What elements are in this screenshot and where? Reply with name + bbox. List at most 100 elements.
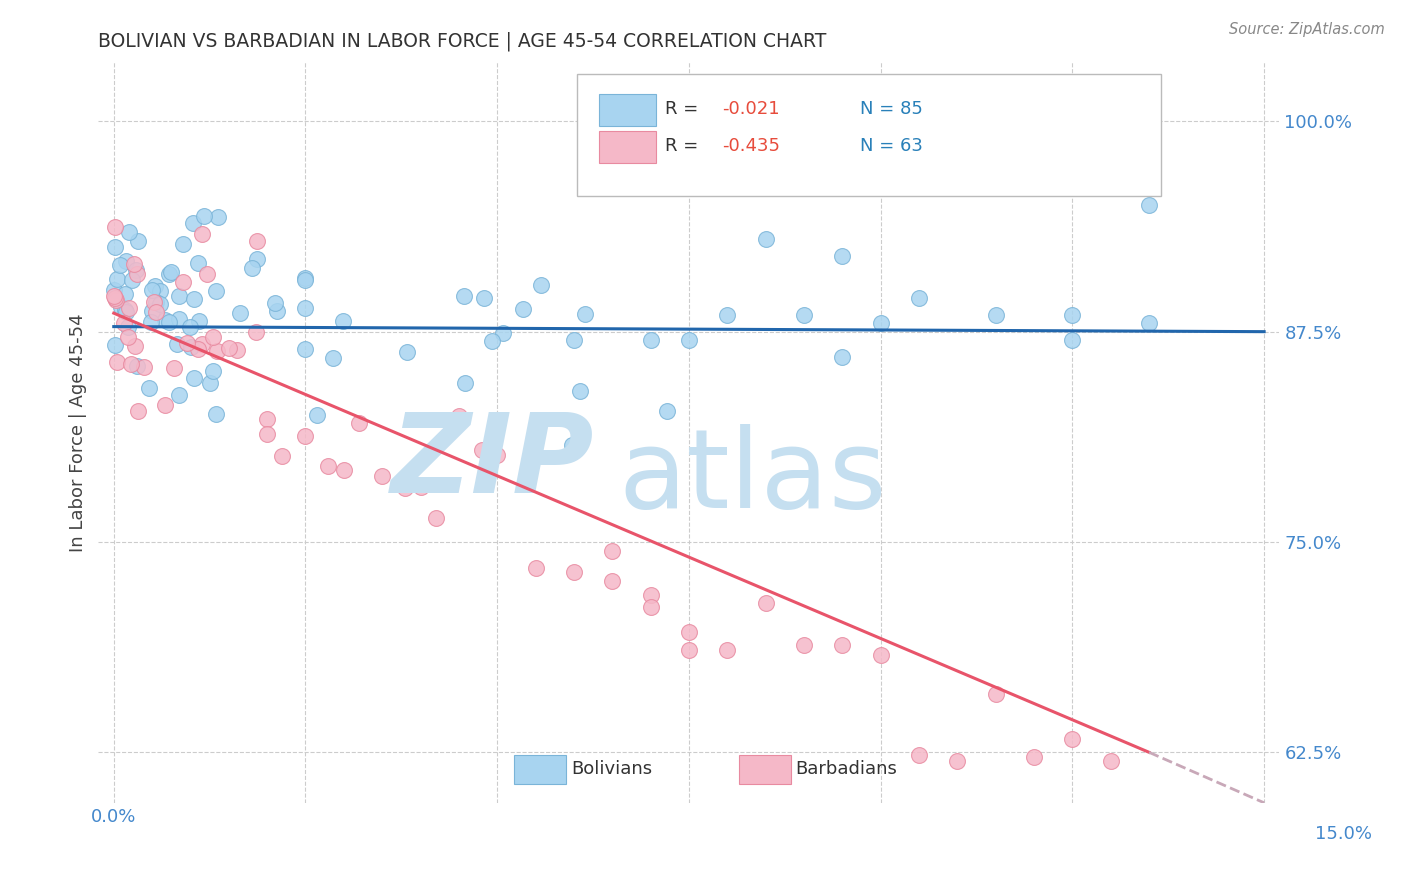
Point [472, 291, 495, 305]
Point [755, 596, 778, 610]
Point [271, 449, 294, 463]
Point [425, 510, 447, 524]
Point [138, 381, 160, 395]
Point [127, 359, 149, 373]
Point [118, 301, 141, 315]
Point [181, 216, 204, 230]
Point [141, 304, 163, 318]
Point [121, 272, 143, 286]
Point [640, 599, 662, 614]
Point [114, 303, 136, 318]
Point [640, 333, 662, 347]
Point [118, 225, 141, 239]
Point [187, 342, 209, 356]
Point [678, 333, 700, 347]
Point [127, 234, 149, 248]
Point [486, 448, 509, 462]
Point [869, 316, 891, 330]
Point [318, 458, 340, 473]
Point [946, 754, 969, 768]
Point [104, 338, 127, 352]
Point [394, 481, 416, 495]
Point [562, 333, 585, 347]
Point [127, 267, 149, 281]
Point [246, 234, 269, 248]
Point [183, 371, 205, 385]
Point [103, 219, 125, 234]
Point [149, 297, 172, 311]
Point [204, 407, 226, 421]
Point [908, 747, 931, 762]
Text: Bolivians: Bolivians [571, 761, 652, 779]
Text: 15.0%: 15.0% [1315, 825, 1372, 843]
Text: -0.435: -0.435 [723, 137, 780, 155]
Point [207, 211, 229, 225]
FancyBboxPatch shape [738, 756, 790, 784]
Point [163, 361, 186, 376]
Point [831, 249, 853, 263]
Point [198, 376, 221, 390]
Point [124, 263, 146, 277]
Point [157, 315, 180, 329]
Point [103, 289, 125, 303]
Point [755, 232, 778, 246]
Point [333, 462, 356, 476]
Point [332, 313, 354, 327]
Point [141, 315, 163, 329]
Point [180, 340, 202, 354]
Point [187, 314, 209, 328]
Point [153, 398, 176, 412]
Point [201, 330, 224, 344]
Point [193, 209, 215, 223]
Point [1062, 308, 1084, 322]
Point [104, 240, 127, 254]
Point [176, 336, 198, 351]
Text: R =: R = [665, 137, 704, 155]
Point [600, 574, 623, 588]
Point [108, 259, 131, 273]
Point [117, 320, 139, 334]
Point [793, 638, 815, 652]
Point [569, 384, 592, 398]
Point [1099, 754, 1122, 768]
Point [166, 337, 188, 351]
Point [183, 293, 205, 307]
Point [409, 480, 432, 494]
Point [105, 293, 128, 307]
Point [191, 227, 214, 242]
Point [294, 343, 316, 357]
Point [1137, 316, 1160, 330]
Point [191, 337, 214, 351]
Point [305, 408, 328, 422]
Point [395, 345, 418, 359]
Point [145, 295, 167, 310]
Point [640, 588, 662, 602]
Point [104, 291, 127, 305]
Point [655, 404, 678, 418]
Point [167, 312, 190, 326]
Text: Source: ZipAtlas.com: Source: ZipAtlas.com [1229, 22, 1385, 37]
Point [120, 357, 142, 371]
Point [524, 561, 547, 575]
Text: R =: R = [665, 100, 704, 118]
Point [115, 254, 138, 268]
Point [143, 279, 166, 293]
Point [246, 252, 269, 267]
Point [716, 643, 738, 657]
Point [453, 289, 475, 303]
Point [117, 330, 139, 344]
Point [103, 284, 125, 298]
Point [110, 300, 132, 314]
Point [678, 643, 700, 657]
Point [142, 294, 165, 309]
Point [204, 285, 226, 299]
Point [294, 428, 316, 442]
Point [678, 624, 700, 639]
Point [132, 360, 155, 375]
Point [600, 544, 623, 558]
Point [179, 320, 201, 334]
Point [114, 286, 136, 301]
Point [831, 638, 853, 652]
Point [492, 326, 515, 340]
Point [167, 388, 190, 402]
